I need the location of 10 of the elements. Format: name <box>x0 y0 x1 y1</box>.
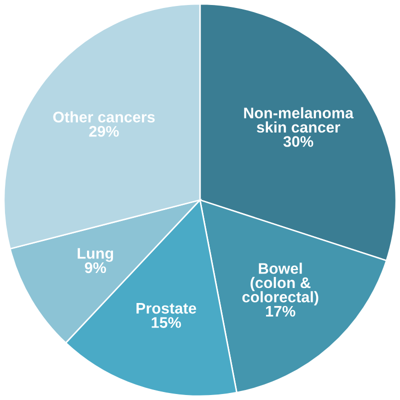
slice-label: Prostate <box>136 303 196 314</box>
slice-label: Other cancers <box>53 111 155 122</box>
data-label: 9% <box>84 262 106 274</box>
slice-label: Bowel (colon & colorectal) <box>242 262 318 306</box>
data-label: 15% <box>152 317 181 328</box>
data-label: 30% <box>283 136 314 147</box>
slice-label: Non-melanoma skin cancer <box>244 107 354 133</box>
data-label: 17% <box>266 306 296 317</box>
data-label: 29% <box>89 126 119 137</box>
slice-label: Lung <box>78 248 114 262</box>
